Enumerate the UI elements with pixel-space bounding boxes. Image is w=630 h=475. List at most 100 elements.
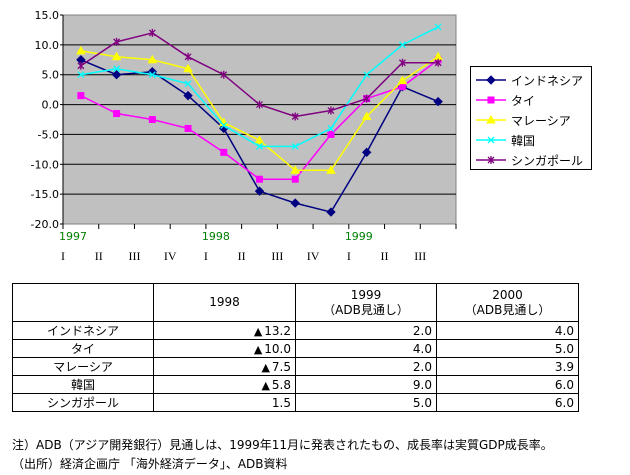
legend-swatch-thailand: [476, 96, 506, 104]
data-point: [147, 54, 158, 64]
legend-item-singapore: シンガポール: [471, 151, 591, 169]
cell-1999: 4.0: [295, 339, 437, 358]
series-3: [77, 23, 442, 150]
quarter-label: II: [95, 249, 103, 263]
cell-1999: 2.0: [295, 321, 437, 340]
cell-2000: 3.9: [436, 357, 579, 376]
quarter-label: I: [347, 249, 351, 263]
legend-marker: [487, 156, 495, 164]
data-point: [291, 142, 299, 150]
data-point: [291, 175, 299, 183]
data-point: [256, 142, 263, 150]
data-point: [220, 70, 228, 79]
row-name: 韓国: [12, 375, 154, 394]
cell-2000: 5.0: [436, 339, 579, 358]
y-tick-label: -20.0: [31, 218, 59, 231]
legend-item-thailand: タイ: [471, 91, 591, 109]
legend-swatch-singapore: [476, 156, 506, 164]
y-tick-label: -10.0: [31, 158, 59, 171]
data-point: [254, 135, 265, 144]
series-4: [77, 28, 442, 121]
row-name: インドネシア: [12, 321, 154, 340]
legend-label-indonesia: インドネシア: [511, 74, 584, 88]
data-point: [326, 165, 336, 174]
row-name: シンガポール: [12, 393, 154, 412]
cell-2000: 6.0: [436, 375, 579, 394]
series-layer: [76, 23, 443, 217]
data-point: [76, 45, 86, 55]
line-chart: 15.010.05.00.0-5.0-10.0-15.0-20.0 I II III…: [31, 9, 457, 263]
legend-marker: [487, 96, 495, 104]
quarter-label: IV: [307, 249, 320, 263]
y-tick-label: -5.0: [38, 128, 59, 141]
year-label: 1999: [345, 230, 373, 243]
data-point: [256, 175, 263, 183]
table-header-2000: 2000 （ADB見通し）: [436, 283, 579, 322]
data-point: [290, 198, 300, 208]
quarter-label: I: [61, 249, 65, 263]
data-point: [111, 51, 122, 61]
data-point: [113, 110, 121, 118]
y-tick-label: 10.0: [35, 39, 60, 52]
data-point: [77, 61, 85, 70]
data-point: [254, 186, 265, 196]
data-point: [361, 111, 372, 121]
year-label: 1998: [202, 230, 230, 243]
y-tick-label: -15.0: [31, 188, 59, 201]
data-point: [184, 124, 192, 132]
y-tick-label: 0.0: [42, 99, 60, 112]
data-point: [184, 52, 192, 61]
value-1998: 5.8: [271, 377, 291, 392]
legend-label-singapore: シンガポール: [511, 154, 584, 168]
data-point: [77, 71, 85, 79]
data-point: [398, 41, 406, 49]
value-1998: 1.5: [271, 395, 291, 410]
cell-1998: ▲ 7.5: [153, 357, 296, 376]
legend-label-thailand: タイ: [511, 94, 536, 108]
negative-mark-icon: ▲: [261, 378, 270, 392]
table-header-empty: [12, 283, 154, 322]
row-name: マレーシア: [12, 357, 154, 376]
legend-marker: [487, 136, 495, 144]
data-point: [256, 100, 263, 109]
quarter-label: I: [204, 249, 208, 263]
data-point: [183, 90, 193, 101]
table-row: マレーシア ▲ 7.5 2.0 3.9: [12, 357, 579, 376]
legend-marker: [486, 114, 496, 124]
cell-1998: ▲ 13.2: [153, 321, 296, 340]
legend: インドネシア タイ マレーシア 韓国 シンガポール: [470, 66, 592, 170]
quarter-label: II: [238, 249, 246, 263]
cell-1999: 5.0: [295, 393, 437, 412]
legend-swatch-indonesia: [476, 75, 506, 85]
data-point: [77, 92, 85, 100]
data-point: [363, 71, 371, 79]
data-point: [184, 80, 192, 88]
data-point: [433, 96, 443, 107]
quarter-label: III: [414, 249, 426, 263]
cell-1998: 1.5: [153, 393, 296, 412]
table-row: タイ ▲ 10.0 4.0 5.0: [12, 339, 579, 358]
cell-1998: ▲ 5.8: [153, 375, 296, 394]
cell-1999: 2.0: [295, 357, 437, 376]
legend-marker: [486, 75, 496, 85]
data-point: [326, 207, 336, 217]
legend-item-malaysia: マレーシア: [471, 111, 591, 129]
data-point: [220, 122, 228, 129]
table-header-1999: 1999 （ADB見通し）: [295, 283, 437, 322]
table-header-row: 1998 1999 （ADB見通し） 2000 （ADB見通し）: [12, 283, 579, 322]
data-point: [327, 124, 335, 132]
data-point: [434, 58, 442, 67]
header-1999-year: 1999: [350, 287, 382, 302]
legend-item-korea: 韓国: [471, 131, 591, 149]
value-1998: 13.2: [264, 323, 291, 338]
cell-1998: ▲ 10.0: [153, 339, 296, 358]
cell-2000: 6.0: [436, 393, 579, 412]
negative-mark-icon: ▲: [253, 324, 263, 338]
legend-swatch-korea: [476, 136, 506, 144]
data-point: [361, 147, 372, 158]
data-point: [363, 94, 371, 103]
data-point: [397, 75, 408, 85]
cell-2000: 4.0: [436, 321, 579, 340]
data-point: [148, 116, 156, 123]
